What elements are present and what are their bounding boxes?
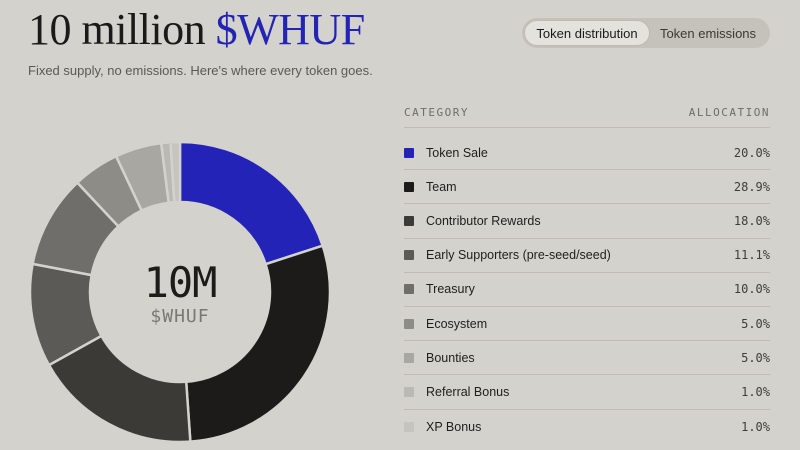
legend-swatch <box>404 284 414 295</box>
donut-center-ticker: $WHUF <box>150 306 210 327</box>
donut-svg <box>28 140 332 444</box>
donut-slice <box>184 244 332 443</box>
donut-center-value: 10M <box>143 258 218 307</box>
row-allocation: 5.0% <box>741 350 770 365</box>
page-title: 10 million $WHUF <box>28 4 365 55</box>
legend-swatch <box>404 250 414 261</box>
tab-token-emissions[interactable]: Token emissions <box>659 25 757 41</box>
column-header-category: CATEGORY <box>404 106 469 119</box>
table-row: Referral Bonus 1.0% <box>404 375 770 410</box>
table-row: Ecosystem 5.0% <box>404 307 770 342</box>
legend-swatch <box>404 352 414 363</box>
legend-swatch <box>404 421 414 432</box>
row-category: Team <box>426 179 457 194</box>
table-row: XP Bonus 1.0% <box>404 410 770 444</box>
row-allocation: 18.0% <box>733 213 770 228</box>
donut-slice <box>178 140 325 266</box>
page-subtitle: Fixed supply, no emissions. Here's where… <box>28 63 373 78</box>
row-category: Ecosystem <box>426 316 488 331</box>
row-allocation: 1.0% <box>741 384 770 399</box>
table-row: Token Sale 20.0% <box>404 136 770 171</box>
row-allocation: 20.0% <box>733 145 770 160</box>
table-row: Treasury 10.0% <box>404 273 770 307</box>
row-allocation: 5.0% <box>741 316 770 331</box>
column-header-allocation: ALLOCATION <box>688 106 770 119</box>
row-allocation: 11.1% <box>733 248 770 263</box>
legend-swatch <box>404 386 414 397</box>
row-category: Bounties <box>426 350 475 365</box>
tab-token-distribution[interactable]: Token distribution <box>525 21 649 45</box>
allocation-table: CATEGORY ALLOCATION Token Sale 20.0% Team 2… <box>404 98 770 444</box>
legend-swatch <box>404 318 414 329</box>
row-allocation: 28.9% <box>733 179 770 194</box>
legend-swatch <box>404 215 414 226</box>
row-category: XP Bonus <box>426 419 482 434</box>
donut-slice <box>169 140 182 204</box>
title-token: $WHUF <box>215 5 366 54</box>
row-allocation: 10.0% <box>733 282 770 297</box>
legend-swatch <box>404 181 414 192</box>
row-category: Contributor Rewards <box>426 213 541 228</box>
table-row: Early Supporters (pre-seed/seed) 11.1% <box>404 239 770 273</box>
row-category: Early Supporters (pre-seed/seed) <box>426 248 611 263</box>
row-category: Token Sale <box>426 145 488 160</box>
donut-chart: 10M $WHUF <box>28 140 332 444</box>
table-body: Token Sale 20.0% Team 28.9% Contributor Rewa… <box>404 136 770 444</box>
row-allocation: 1.0% <box>741 419 770 434</box>
table-header: CATEGORY ALLOCATION <box>404 98 770 128</box>
row-category: Referral Bonus <box>426 384 510 399</box>
title-prefix: 10 million <box>28 5 216 54</box>
legend-swatch <box>404 147 414 158</box>
table-row: Contributor Rewards 18.0% <box>404 204 770 239</box>
row-category: Treasury <box>426 282 475 297</box>
view-toggle: Token distribution Token emissions <box>522 18 770 48</box>
table-row: Bounties 5.0% <box>404 341 770 376</box>
table-row: Team 28.9% <box>404 170 770 205</box>
